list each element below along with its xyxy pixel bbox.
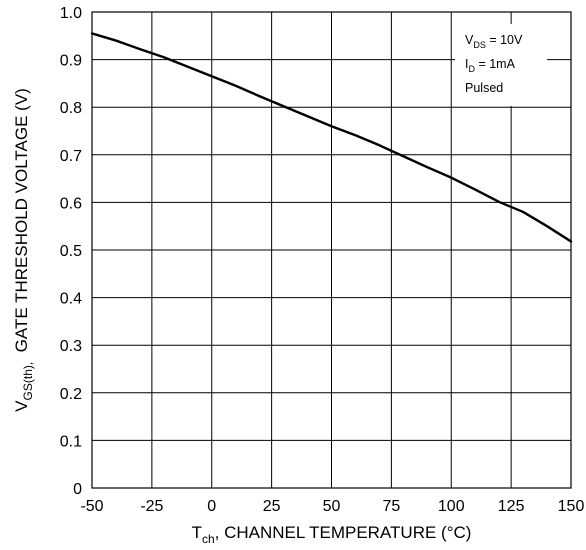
y-tick-label: 0.8 [60,100,82,117]
legend-entry: Pulsed [465,81,503,95]
x-tick-label: 150 [558,498,585,515]
x-tick-label: 0 [207,498,216,515]
y-tick-label: 0.6 [60,195,82,212]
x-tick-label: -50 [80,498,103,515]
x-tick-label: 25 [263,498,281,515]
y-tick-label: 0.9 [60,53,82,70]
x-axis-label: Tch, CHANNEL TEMPERATURE (°C) [192,523,472,546]
y-tick-label: 0.3 [60,338,82,355]
x-axis-label-rest: , CHANNEL TEMPERATURE (°C) [215,523,472,542]
x-tick-label: -25 [140,498,163,515]
y-tick-label: 1.0 [60,5,82,22]
y-tick-label: 0.7 [60,148,82,165]
y-tick-label: 0.4 [60,291,82,308]
y-tick-label: 0.2 [60,386,82,403]
y-tick-label: 0.1 [60,433,82,450]
x-tick-label: 125 [498,498,525,515]
y-axis-label-main: V [12,400,31,412]
y-tick-label: 0 [73,481,82,498]
x-axis-label-subscript: ch [202,532,215,546]
x-tick-label: 50 [323,498,341,515]
x-axis-label-main: T [192,523,202,542]
y-axis-label-subscript: GS(th), [21,362,35,401]
y-axis-label-rest: GATE THRESHOLD VOLTAGE (V) [12,88,31,362]
y-tick-label: 0.5 [60,243,82,260]
y-axis-label: VGS(th), GATE THRESHOLD VOLTAGE (V) [12,88,35,412]
x-tick-label: 75 [382,498,400,515]
x-tick-label: 100 [438,498,465,515]
